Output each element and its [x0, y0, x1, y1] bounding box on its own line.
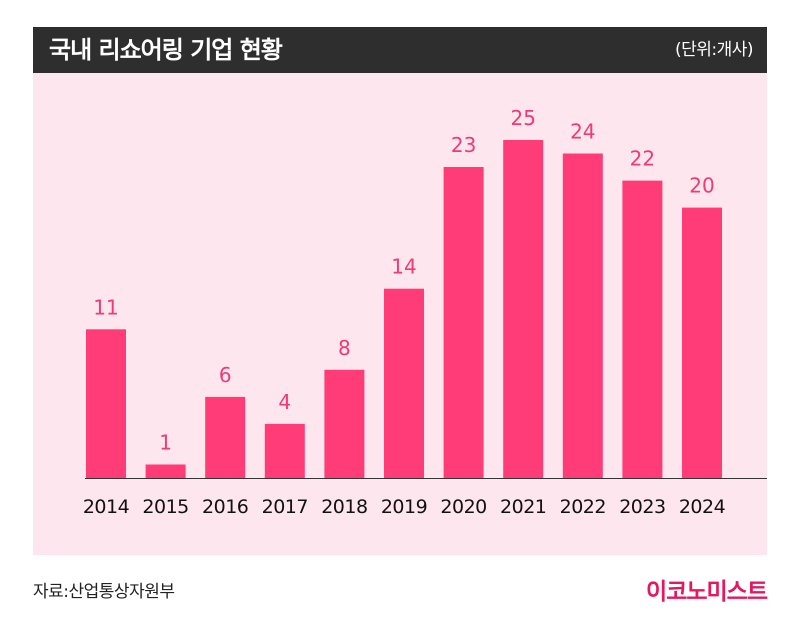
x-tick-label-2023: 2023: [619, 496, 665, 518]
bar-2017: [264, 423, 305, 478]
value-label-2022: 24: [570, 120, 595, 144]
bar-2016: [205, 396, 246, 478]
value-label-2015: 1: [159, 431, 172, 455]
x-tick-label-2017: 2017: [262, 496, 308, 518]
bar-2015: [145, 464, 186, 478]
value-label-2023: 22: [630, 147, 655, 171]
bar-chart: 11 2014 1 2015 6 2016 4 2017 8 2018 14 2019 23 2020 25…: [83, 106, 767, 518]
x-tick-label-2019: 2019: [381, 496, 427, 518]
value-label-2020: 23: [451, 133, 476, 157]
bar-2020: [443, 167, 484, 478]
x-tick-label-2015: 2015: [142, 496, 188, 518]
x-tick-label-2022: 2022: [560, 496, 606, 518]
value-label-2018: 8: [338, 336, 351, 360]
x-tick-label-2021: 2021: [500, 496, 546, 518]
value-label-2014: 11: [93, 295, 118, 319]
x-tick-label-2014: 2014: [83, 496, 130, 518]
bar-2022: [562, 153, 603, 478]
bar-2014: [86, 329, 126, 478]
x-tick-label-2016: 2016: [202, 496, 248, 518]
source-note: 자료:산업통상자원부: [33, 582, 175, 602]
brand-logo: 이코노미스트: [646, 579, 768, 605]
value-label-2024: 20: [689, 174, 714, 198]
bar-2021: [503, 140, 544, 478]
bar-2024: [682, 207, 722, 478]
bar-2023: [622, 180, 663, 478]
chart-title: 국내 리쇼어링 기업 현황: [49, 36, 283, 64]
x-tick-label-2024: 2024: [679, 496, 726, 518]
x-tick-label-2018: 2018: [321, 496, 367, 518]
x-tick-label-2020: 2020: [440, 496, 486, 518]
bar-2018: [324, 369, 365, 478]
bar-2019: [384, 288, 424, 478]
value-label-2019: 14: [391, 255, 416, 279]
plot-area: 11 2014 1 2015 6 2016 4 2017 8 2018 14 2019 23 2020 25…: [33, 73, 767, 555]
unit-label: (단위:개사): [674, 40, 754, 60]
value-label-2021: 25: [510, 106, 535, 130]
value-label-2017: 4: [278, 390, 291, 414]
chart-header: 국내 리쇼어링 기업 현황 (단위:개사): [33, 27, 767, 73]
value-label-2016: 6: [219, 363, 232, 387]
